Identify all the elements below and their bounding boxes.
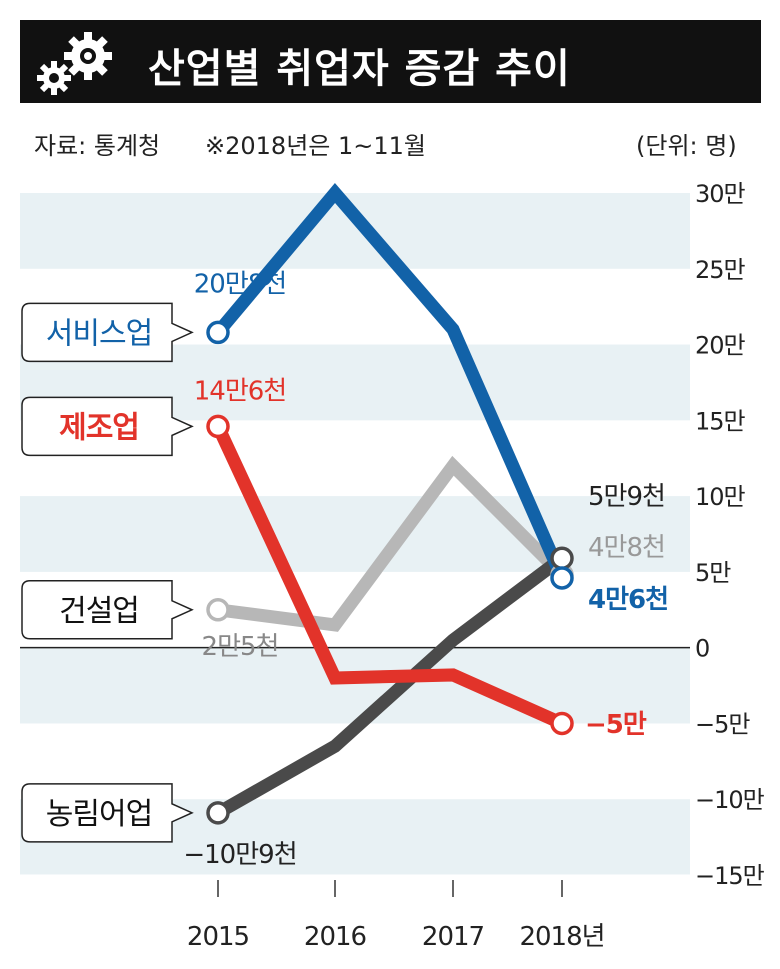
- data-label-end-agriculture: 5만9천: [588, 482, 665, 512]
- y-tick-label: 30만: [695, 180, 746, 208]
- data-label-start-construction: 2만5천: [202, 632, 279, 662]
- grid-band: [20, 193, 690, 269]
- grid-band: [20, 647, 690, 724]
- y-tick-label: 5만: [695, 559, 731, 587]
- series-line-manufacturing: [212, 423, 565, 730]
- data-point-manufacturing: [550, 711, 574, 736]
- data-label-start-service: 20만8천: [194, 269, 286, 299]
- data-label-start-agriculture: −10만9천: [183, 840, 296, 870]
- x-tick-label: 2016: [304, 922, 366, 952]
- data-point-service: [550, 566, 574, 590]
- data-label-end-manufacturing: −5만: [585, 710, 647, 740]
- legend-callout-manufacturing: [21, 396, 194, 457]
- y-tick-label: 0: [695, 635, 709, 663]
- gears-icon: [37, 32, 112, 95]
- data-label-end-construction: 4만8천: [588, 533, 665, 563]
- legend-callout-construction: [21, 580, 194, 640]
- data-point-agriculture: [550, 546, 574, 570]
- y-tick-label: 20만: [695, 332, 746, 360]
- data-label-start-manufacturing: 14만6천: [194, 376, 286, 406]
- y-tick-label: −10만: [695, 786, 765, 814]
- y-tick-label: 10만: [695, 483, 746, 511]
- series-line-service: [213, 182, 568, 581]
- grid-band: [20, 496, 690, 572]
- x-tick-label: 2017: [422, 922, 484, 952]
- legend-callout-agriculture: [21, 783, 194, 843]
- data-label-end-service: 4만6천: [588, 585, 668, 615]
- data-point-manufacturing: [206, 414, 230, 439]
- series-line-agriculture: [214, 553, 566, 819]
- y-tick-label: −5만: [695, 710, 750, 738]
- y-tick-label: 25만: [695, 256, 746, 284]
- title-bar: 산업별 취업자 증감 추이: [20, 20, 761, 103]
- series-line-construction: [217, 455, 567, 632]
- y-tick-label: −15만: [695, 862, 765, 890]
- unit-note: (단위: 명): [636, 132, 737, 160]
- legend-label-manufacturing: 제조업: [59, 410, 139, 445]
- period-note: ※2018년은 1~11월: [205, 132, 426, 160]
- legend-label-agriculture: 농림어업: [46, 797, 152, 832]
- legend-callout-service: [21, 302, 194, 363]
- x-tick-label: 2015: [187, 922, 249, 952]
- x-tick-label: 2018년: [519, 922, 604, 952]
- chart-title: 산업별 취업자 증감 추이: [148, 46, 571, 92]
- source-note: 자료: 통계청: [34, 132, 161, 160]
- legend-label-construction: 건설업: [59, 594, 139, 629]
- data-point-agriculture: [206, 801, 230, 825]
- y-tick-label: 15만: [695, 407, 746, 435]
- legend-label-service: 서비스업: [46, 316, 152, 351]
- data-point-construction: [206, 598, 230, 622]
- data-point-service: [206, 320, 230, 345]
